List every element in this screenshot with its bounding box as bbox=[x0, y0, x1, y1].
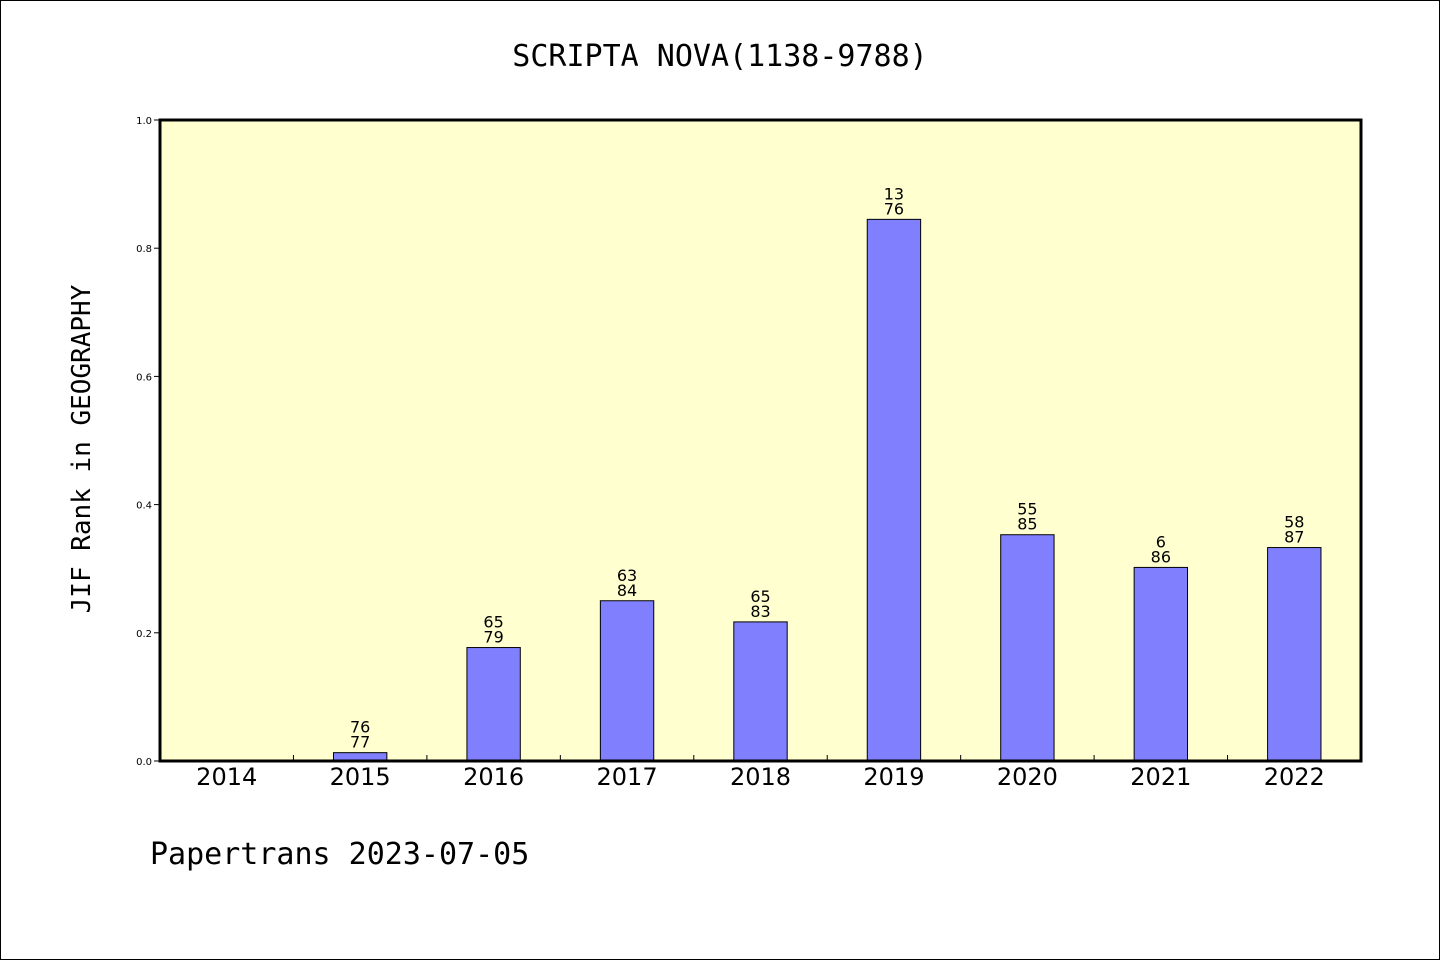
bar-label-total: 76 bbox=[884, 199, 904, 218]
bar-label-rank: 65 bbox=[750, 587, 770, 606]
bar-label-total: 84 bbox=[617, 581, 637, 600]
x-tick-label: 2014 bbox=[196, 763, 257, 791]
bar-2020 bbox=[1000, 534, 1055, 762]
y-tick-label: 0.4 bbox=[136, 501, 152, 512]
bar-label-rank: 6 bbox=[1156, 532, 1166, 551]
y-tick-label: 0.2 bbox=[136, 629, 152, 640]
y-tick-label: 1.0 bbox=[136, 116, 152, 127]
bar-label-total: 85 bbox=[1017, 515, 1037, 534]
bar-2017 bbox=[599, 600, 655, 762]
x-tick-label: 2018 bbox=[730, 763, 791, 791]
bar-label-total: 83 bbox=[750, 602, 770, 621]
footer-watermark: Papertrans 2023-07-05 bbox=[150, 837, 529, 872]
bar-label-rank: 58 bbox=[1284, 513, 1304, 532]
x-tick-label: 2017 bbox=[597, 763, 658, 791]
bar-label-rank: 65 bbox=[483, 613, 503, 632]
bar-label-rank: 55 bbox=[1017, 500, 1037, 519]
bar-label-total: 79 bbox=[483, 628, 503, 647]
y-axis-label: JIF Rank in GEOGRAPHY bbox=[67, 284, 97, 613]
bar-2019 bbox=[866, 218, 922, 762]
bar-2016 bbox=[466, 647, 521, 762]
bar-2018 bbox=[733, 621, 788, 762]
bar-label-total: 87 bbox=[1284, 528, 1304, 547]
bar-label-rank: 13 bbox=[884, 184, 904, 203]
bar-2021 bbox=[1133, 566, 1189, 762]
x-axis: 2014 2015 2016 2017 2018 2019 2020 2021 2022 bbox=[196, 755, 1325, 791]
x-tick-label: 2021 bbox=[1130, 763, 1191, 791]
bar-label-total: 86 bbox=[1151, 547, 1171, 566]
y-tick-label: 0.6 bbox=[136, 372, 152, 383]
bars-group bbox=[332, 218, 1322, 762]
y-tick-label: 0.0 bbox=[136, 757, 152, 768]
chart-title: SCRIPTA NOVA(1138-9788) bbox=[512, 39, 927, 74]
x-tick-label: 2022 bbox=[1264, 763, 1325, 791]
x-tick-label: 2019 bbox=[863, 763, 924, 791]
y-axis: 0.0 0.2 0.4 0.6 0.8 1.0 bbox=[136, 116, 160, 768]
x-tick-label: 2016 bbox=[463, 763, 524, 791]
bar-2022 bbox=[1267, 547, 1322, 762]
bar-label-total: 77 bbox=[350, 733, 370, 752]
plot-border bbox=[158, 118, 1363, 763]
bar-label-rank: 76 bbox=[350, 718, 370, 737]
x-tick-label: 2020 bbox=[997, 763, 1058, 791]
y-tick-label: 0.8 bbox=[136, 244, 152, 255]
x-tick-label: 2015 bbox=[330, 763, 391, 791]
bar-label-rank: 63 bbox=[617, 566, 637, 585]
